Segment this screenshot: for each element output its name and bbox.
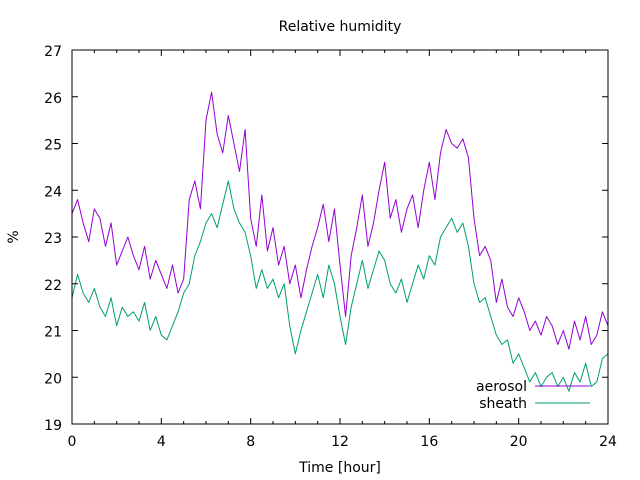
y-tick-label: 27 — [44, 44, 62, 60]
x-tick-label: 24 — [599, 434, 617, 450]
x-tick-label: 4 — [157, 434, 166, 450]
y-tick-label: 20 — [44, 371, 62, 387]
x-tick-label: 0 — [68, 434, 77, 450]
series-layer — [71, 91, 609, 392]
series-line-sheath — [71, 180, 609, 392]
x-tick-label: 12 — [331, 434, 349, 450]
y-tick-label: 19 — [44, 418, 62, 434]
x-axis-label: Time [hour] — [298, 460, 381, 476]
y-tick-label: 26 — [44, 91, 62, 107]
chart-title: Relative humidity — [279, 19, 402, 35]
legend-label-sheath: sheath — [479, 396, 527, 412]
y-tick-label: 23 — [44, 231, 62, 247]
plot-frame — [71, 49, 609, 425]
x-tick-label: 16 — [420, 434, 438, 450]
x-tick-label: 8 — [246, 434, 255, 450]
legend-label-aerosol: aerosol — [476, 379, 527, 395]
y-tick-label: 22 — [44, 278, 62, 294]
plot-area: 19 20 21 22 23 24 25 26 27 0 4 8 12 16 20 24 — [44, 44, 617, 450]
y-tick-label: 25 — [44, 138, 62, 154]
x-tick-label: 20 — [510, 434, 528, 450]
y-tick-label: 21 — [44, 325, 62, 341]
y-tick-label: 24 — [44, 184, 62, 200]
series-line-aerosol — [71, 91, 609, 350]
ticks-layer: 19 20 21 22 23 24 25 26 27 0 4 8 12 16 20 24 — [44, 44, 617, 450]
y-axis-label: % — [6, 230, 22, 243]
